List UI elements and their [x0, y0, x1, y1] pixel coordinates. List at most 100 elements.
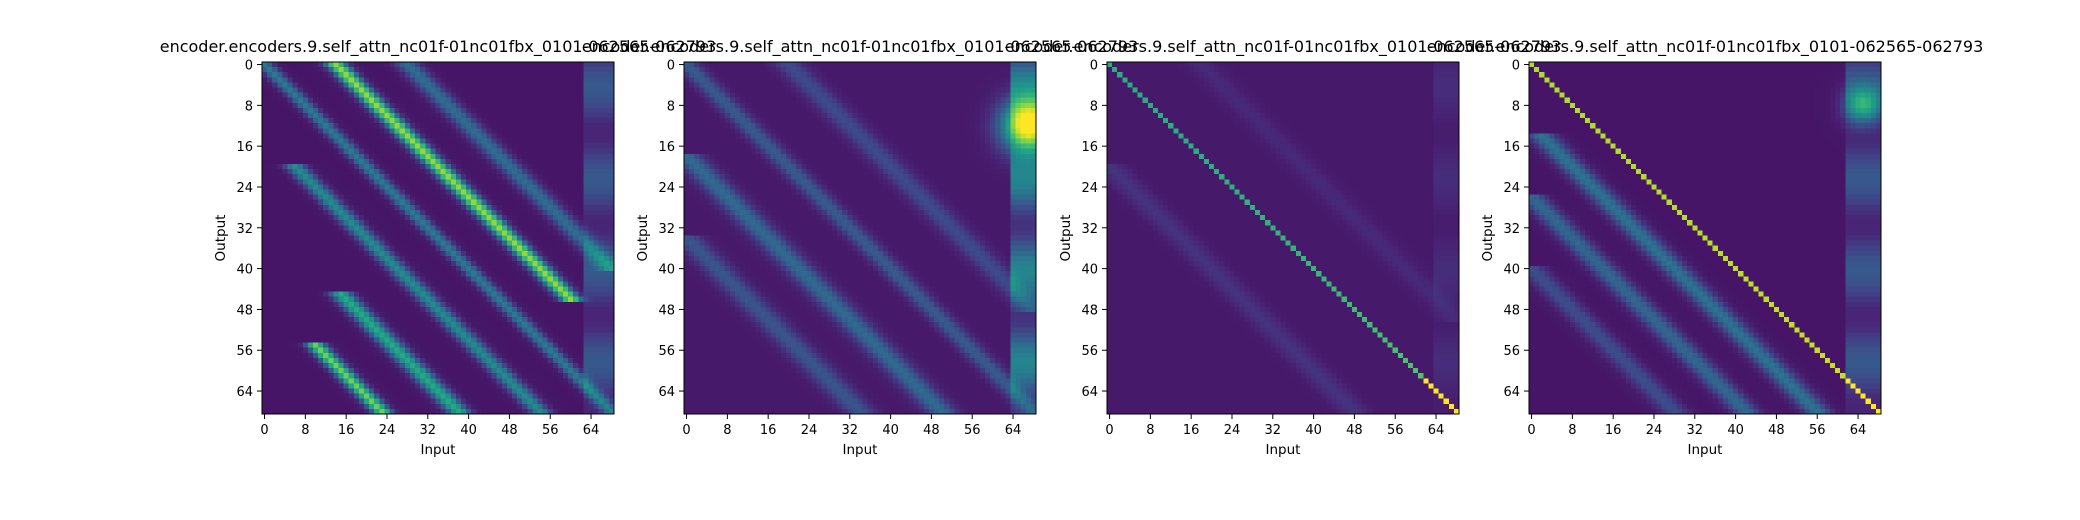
heatmap-cell [379, 88, 384, 93]
heatmap-cell [303, 200, 308, 205]
heatmap-cell [293, 337, 298, 342]
heatmap-cell [522, 394, 527, 399]
heatmap-cell [537, 118, 542, 123]
heatmap-cell [405, 108, 410, 113]
heatmap-cell [517, 98, 522, 103]
heatmap-cell [537, 139, 542, 144]
heatmap-cell [543, 190, 548, 195]
heatmap-cell [435, 184, 440, 189]
heatmap-cell [543, 276, 548, 281]
heatmap-cell [548, 174, 553, 179]
heatmap-cell [277, 205, 282, 210]
heatmap-cell [328, 82, 333, 87]
heatmap-cell [476, 292, 481, 297]
heatmap-cell [451, 281, 456, 286]
heatmap-cell [471, 113, 476, 118]
heatmap-cell [543, 383, 548, 388]
heatmap-cell [410, 312, 415, 317]
heatmap-cell [344, 404, 349, 409]
heatmap-cell [486, 286, 491, 291]
heatmap-cell [604, 62, 609, 67]
heatmap-cell [410, 230, 415, 235]
heatmap-cell [456, 103, 461, 108]
heatmap-cell [288, 292, 293, 297]
heatmap-cell [497, 108, 502, 113]
heatmap-cell [583, 82, 588, 87]
heatmap-cell [272, 144, 277, 149]
heatmap-cell [461, 195, 466, 200]
heatmap-cell [303, 348, 308, 353]
heatmap-cell [379, 200, 384, 205]
heatmap-cell [481, 378, 486, 383]
heatmap-cell [384, 123, 389, 128]
heatmap-cell [425, 154, 430, 159]
heatmap-cell [333, 383, 338, 388]
heatmap-cell [364, 261, 369, 266]
heatmap-cell [441, 399, 446, 404]
heatmap-cell [481, 348, 486, 353]
heatmap-cell [400, 404, 405, 409]
heatmap-cell [364, 77, 369, 82]
heatmap-cell [517, 123, 522, 128]
heatmap-cell [282, 164, 287, 169]
heatmap-cell [298, 358, 303, 363]
heatmap-cell [583, 154, 588, 159]
heatmap-cell [512, 358, 517, 363]
heatmap-cell [466, 241, 471, 246]
heatmap-cell [313, 276, 318, 281]
heatmap-cell [527, 394, 532, 399]
heatmap-cell [944, 67, 949, 72]
heatmap-cell [430, 67, 435, 72]
heatmap-cell [293, 297, 298, 302]
heatmap-cell [548, 353, 553, 358]
heatmap-cell [379, 317, 384, 322]
heatmap-cell [558, 184, 563, 189]
heatmap-cell [476, 149, 481, 154]
heatmap-cell [588, 190, 593, 195]
heatmap-cell [272, 169, 277, 174]
heatmap-cell [441, 195, 446, 200]
heatmap-cell [471, 67, 476, 72]
heatmap-cell [578, 297, 583, 302]
heatmap-cell [262, 149, 267, 154]
heatmap-cell [435, 368, 440, 373]
heatmap-cell [282, 128, 287, 133]
heatmap-cell [481, 383, 486, 388]
heatmap-cell [379, 179, 384, 184]
heatmap-cell [543, 343, 548, 348]
heatmap-cell [451, 292, 456, 297]
heatmap-cell [364, 93, 369, 98]
heatmap-cell [461, 159, 466, 164]
heatmap-cell [344, 271, 349, 276]
heatmap-cell [298, 383, 303, 388]
heatmap-cell [339, 154, 344, 159]
heatmap-cell [548, 169, 553, 174]
heatmap-cell [333, 67, 338, 72]
heatmap-cell [405, 220, 410, 225]
heatmap-cell [379, 256, 384, 261]
heatmap-cell [537, 368, 542, 373]
heatmap-cell [512, 133, 517, 138]
heatmap-cell [359, 246, 364, 251]
heatmap-cell [277, 266, 282, 271]
heatmap-cell [410, 332, 415, 337]
heatmap-cell [420, 322, 425, 327]
heatmap-cell [486, 98, 491, 103]
heatmap-cell [466, 332, 471, 337]
heatmap-cell [318, 297, 323, 302]
heatmap-cell [594, 93, 599, 98]
heatmap-cell [507, 404, 512, 409]
heatmap-cell [558, 108, 563, 113]
heatmap-cell [267, 317, 272, 322]
heatmap-cell [507, 98, 512, 103]
heatmap-cell [369, 286, 374, 291]
heatmap-cell [384, 271, 389, 276]
heatmap-cell [313, 348, 318, 353]
heatmap-cell [359, 378, 364, 383]
heatmap-cell [476, 373, 481, 378]
heatmap-cell [543, 256, 548, 261]
heatmap-cell [451, 363, 456, 368]
heatmap-cell [303, 215, 308, 220]
heatmap-cell [502, 149, 507, 154]
heatmap-cell [288, 368, 293, 373]
